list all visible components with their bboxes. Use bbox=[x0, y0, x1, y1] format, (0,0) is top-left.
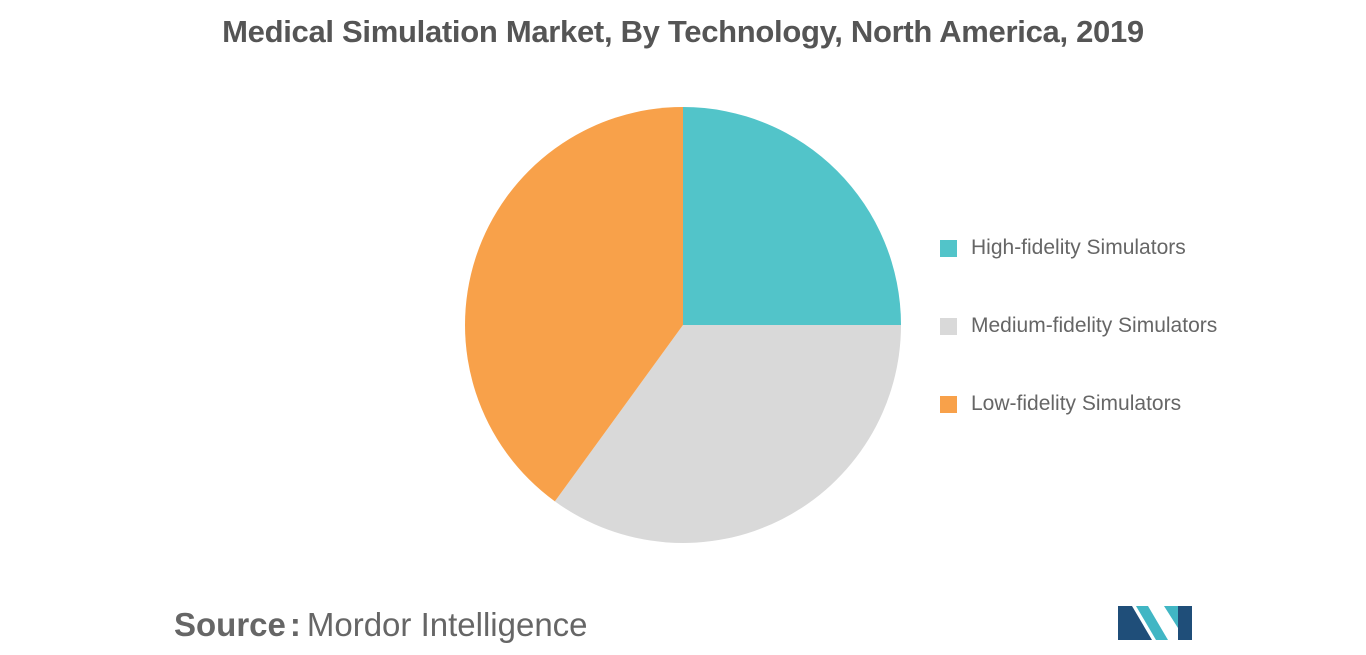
legend-swatch-low-fidelity bbox=[940, 395, 957, 413]
source-name: Mordor Intelligence bbox=[306, 606, 588, 643]
source-separator: : bbox=[289, 606, 301, 643]
logo-shape-right-top bbox=[1164, 606, 1178, 628]
pie-slice-medium-fidelity-simulators bbox=[554, 325, 901, 544]
legend-item-medium-fidelity: Medium-fidelity Simulators bbox=[940, 304, 1217, 348]
legend-swatch-high-fidelity bbox=[940, 239, 957, 257]
pie-slice-low-fidelity-simulators bbox=[465, 107, 683, 502]
chart-legend: High-fidelity Simulators Medium-fidelity… bbox=[940, 226, 1217, 460]
source-label: Source bbox=[174, 606, 286, 643]
logo-shape-left bbox=[1118, 606, 1152, 640]
legend-label-high-fidelity: High-fidelity Simulators bbox=[971, 236, 1186, 259]
pie-slice-high-fidelity-simulators bbox=[683, 107, 901, 325]
logo-shape-right bbox=[1178, 606, 1192, 640]
legend-swatch-medium-fidelity bbox=[940, 317, 957, 335]
mordor-intelligence-logo-icon bbox=[1118, 606, 1192, 640]
source-line: Source: Mordor Intelligence bbox=[174, 606, 588, 644]
logo-shape-middle bbox=[1136, 606, 1168, 640]
legend-label-medium-fidelity: Medium-fidelity Simulators bbox=[971, 314, 1218, 337]
legend-item-low-fidelity: Low-fidelity Simulators bbox=[940, 382, 1217, 426]
legend-item-high-fidelity: High-fidelity Simulators bbox=[940, 226, 1217, 270]
chart-title: Medical Simulation Market, By Technology… bbox=[222, 14, 1144, 49]
legend-label-low-fidelity: Low-fidelity Simulators bbox=[971, 392, 1182, 415]
